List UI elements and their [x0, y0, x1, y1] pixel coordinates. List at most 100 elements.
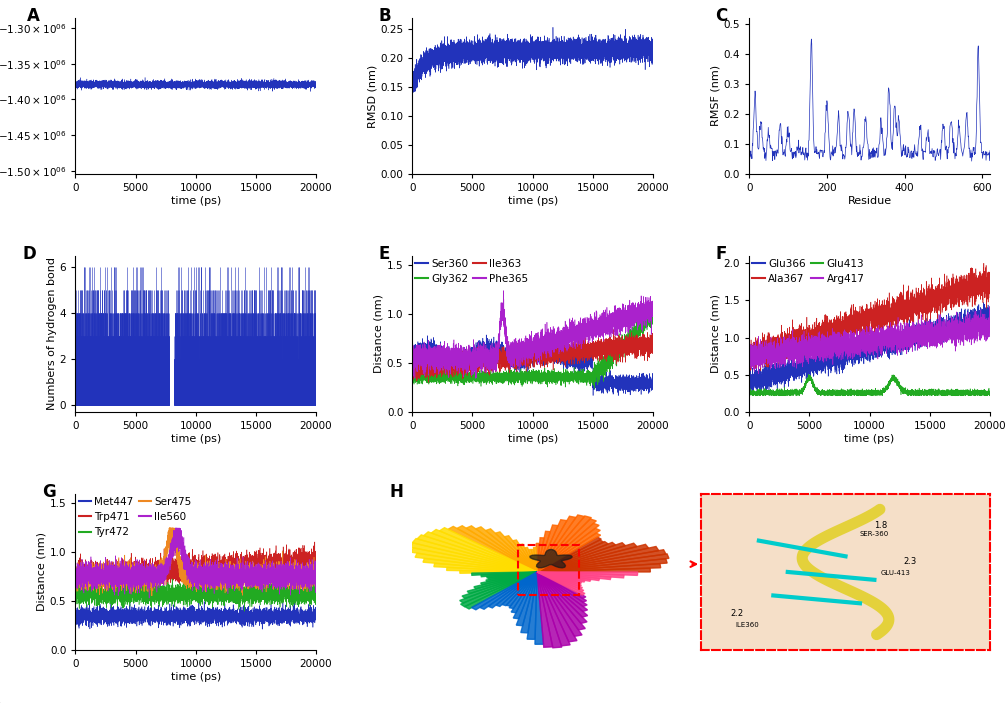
Polygon shape [512, 572, 537, 613]
Polygon shape [529, 550, 537, 572]
Line: Arg417: Arg417 [750, 307, 990, 374]
Ile560 [128, 573, 140, 581]
Polygon shape [467, 572, 537, 593]
Text: G: G [41, 483, 55, 501]
Ser360 [406, 349, 418, 357]
Y-axis label: Distance (nm): Distance (nm) [711, 295, 721, 373]
Glu413 [802, 370, 814, 378]
Polygon shape [537, 516, 591, 572]
Polygon shape [534, 548, 537, 572]
Tyr472 [310, 593, 322, 601]
Polygon shape [537, 572, 585, 582]
Polygon shape [537, 559, 667, 572]
Phe365 [406, 353, 418, 361]
Ile560 [309, 574, 321, 582]
Phe365 [463, 351, 475, 359]
Tyr472 [238, 607, 250, 615]
Polygon shape [417, 535, 537, 572]
Polygon shape [530, 550, 572, 568]
Glu413 [851, 388, 863, 396]
Polygon shape [537, 554, 669, 572]
Line: Met447: Met447 [75, 601, 316, 629]
Polygon shape [537, 572, 584, 592]
Trp471 [160, 555, 172, 563]
Polygon shape [537, 572, 585, 595]
Gly362 [645, 309, 657, 318]
Polygon shape [411, 548, 537, 572]
Glu413 [982, 389, 994, 398]
Polygon shape [531, 550, 537, 572]
Text: GLU-413: GLU-413 [880, 570, 911, 576]
Arg417 [984, 302, 996, 311]
Ile560 [177, 550, 189, 559]
Y-axis label: RMSD (nm): RMSD (nm) [368, 64, 378, 127]
Y-axis label: RMSF (nm): RMSF (nm) [711, 65, 721, 127]
Glu413 [984, 392, 996, 400]
Polygon shape [479, 572, 537, 610]
Met447 [160, 609, 172, 617]
Gly362 [462, 375, 474, 384]
Trp471 [69, 569, 81, 577]
Polygon shape [537, 564, 660, 572]
Polygon shape [537, 572, 562, 647]
Polygon shape [537, 543, 616, 572]
Met447 [309, 612, 321, 621]
Ile363 [464, 355, 476, 363]
Ile363 [422, 378, 434, 387]
Trp471 [126, 576, 138, 584]
Ile363 [497, 351, 510, 359]
Ile363 [406, 368, 418, 377]
Polygon shape [537, 572, 624, 578]
Text: H: H [389, 483, 403, 501]
Polygon shape [537, 537, 601, 572]
Polygon shape [537, 540, 604, 572]
Line: Gly362: Gly362 [412, 305, 653, 388]
Phe365 [647, 309, 659, 318]
Y-axis label: Distance (nm): Distance (nm) [374, 295, 384, 373]
Phe365 [462, 355, 474, 363]
Ser475 [128, 571, 140, 579]
Line: Tyr472: Tyr472 [75, 575, 316, 611]
Tyr472 [69, 586, 81, 594]
Gly362 [463, 378, 475, 387]
Polygon shape [439, 528, 537, 572]
Polygon shape [537, 572, 637, 575]
Text: ILE360: ILE360 [736, 621, 760, 628]
Polygon shape [537, 538, 544, 572]
Ser360 [612, 392, 624, 400]
Polygon shape [448, 527, 537, 572]
Met447 [256, 625, 268, 633]
Polygon shape [537, 572, 583, 589]
Ser360 [463, 362, 475, 370]
Glu366 [799, 359, 811, 367]
Phe365 [645, 313, 657, 321]
Trp471 [309, 558, 321, 567]
Text: 1.8: 1.8 [874, 521, 887, 530]
Gly362 [645, 301, 657, 309]
Arg417 [799, 351, 811, 359]
Trp471 [128, 567, 140, 575]
Polygon shape [410, 543, 537, 572]
Line: Ser360: Ser360 [412, 335, 653, 396]
Polygon shape [415, 553, 537, 572]
Ile560 [310, 575, 322, 583]
Text: B: B [379, 6, 391, 25]
Gly362 [464, 375, 476, 384]
Y-axis label: Numbers of hydrogen bond: Numbers of hydrogen bond [47, 257, 57, 411]
Ala367 [800, 339, 812, 347]
Ile560 [143, 594, 155, 602]
Tyr472 [177, 591, 189, 599]
Trp471 [177, 565, 189, 574]
Text: 2.2: 2.2 [730, 609, 743, 618]
Ile363 [647, 344, 659, 352]
Phe365 [464, 352, 476, 360]
Ala367 [799, 328, 811, 337]
Polygon shape [460, 572, 537, 607]
Polygon shape [464, 572, 537, 609]
Ile363 [463, 361, 475, 370]
Glu366 [834, 348, 846, 356]
X-axis label: time (ps): time (ps) [508, 196, 558, 206]
Text: F: F [716, 245, 727, 263]
Phe365 [515, 350, 527, 359]
X-axis label: time (ps): time (ps) [508, 434, 558, 444]
